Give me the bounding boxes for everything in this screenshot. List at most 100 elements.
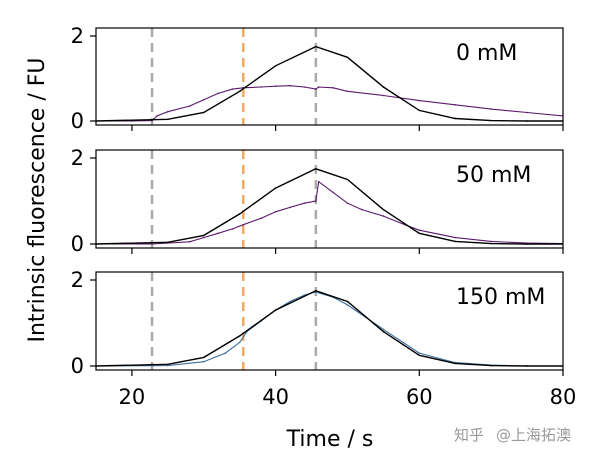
data-point [418, 352, 421, 354]
data-point [217, 92, 219, 95]
data-point [156, 115, 158, 117]
panel-frame [95, 27, 564, 126]
data-point [490, 108, 492, 110]
data-point [315, 88, 317, 90]
data-point [274, 64, 277, 67]
panel-0: 0 2 0 mM [71, 24, 564, 133]
data-point [167, 118, 169, 121]
data-point [526, 120, 528, 122]
data-point [454, 240, 457, 243]
data-point [317, 86, 320, 88]
y-tick-label: 2 [71, 146, 84, 170]
data-point [490, 364, 492, 367]
data-point [382, 330, 385, 333]
data-point [289, 84, 291, 87]
data-point [315, 289, 317, 292]
data-point [167, 241, 169, 244]
data-point [217, 232, 219, 235]
data-point [260, 217, 263, 219]
data-point [526, 111, 528, 114]
data-point [202, 236, 205, 239]
data-point [418, 109, 421, 112]
data-point [202, 360, 205, 363]
data-point [346, 56, 349, 59]
panel-label: 150 mM [456, 285, 545, 310]
data-point [202, 98, 205, 101]
panel-frame [95, 271, 564, 371]
data-point [202, 234, 205, 237]
panels: 0 2 0 mM 0 2 50 mM 0 2 150 mM [71, 24, 564, 378]
data-point [274, 210, 277, 213]
x-axis-title: Time / s [286, 427, 374, 452]
data-point [382, 94, 385, 97]
data-point [490, 240, 492, 243]
data-point [274, 85, 277, 87]
panel-frame [95, 149, 564, 249]
data-point [188, 105, 191, 107]
data-point [418, 99, 421, 102]
data-point [202, 111, 205, 114]
data-point [346, 90, 349, 93]
panel-2: 0 2 150 mM [71, 268, 564, 378]
data-point [289, 206, 291, 209]
data-point [238, 341, 241, 344]
data-point [303, 202, 306, 204]
data-point [382, 215, 385, 217]
y-tick-label: 0 [71, 232, 84, 256]
data-point [361, 208, 363, 211]
data-point [303, 86, 306, 88]
data-point [346, 300, 349, 303]
series-measured [96, 85, 563, 122]
data-point [231, 88, 234, 90]
data-point [151, 243, 153, 245]
data-point [315, 167, 317, 170]
data-point [332, 191, 334, 194]
data-point [490, 119, 492, 122]
x-tick-label: 20 [119, 385, 146, 409]
plot-area [96, 28, 563, 125]
data-point [231, 228, 234, 230]
y-tick-label: 2 [71, 24, 84, 48]
data-point [315, 200, 317, 202]
data-point [188, 241, 191, 243]
data-point [315, 45, 317, 48]
data-point [167, 364, 169, 367]
data-point [167, 110, 169, 113]
data-point [382, 86, 385, 88]
x-tick-label: 80 [550, 385, 577, 409]
x-axis: 20 40 60 80 [119, 385, 577, 409]
data-point [238, 213, 241, 215]
data-point [418, 229, 421, 232]
data-point [490, 242, 492, 245]
y-axis-title: Intrinsic fluorescence / FU [25, 57, 50, 342]
series-measured [96, 180, 563, 245]
data-point [454, 362, 457, 365]
data-point [346, 202, 349, 204]
data-point [274, 187, 277, 189]
data-point [454, 104, 457, 106]
y-tick-label: 2 [71, 268, 84, 292]
data-point [274, 309, 277, 311]
data-point [526, 243, 528, 245]
data-point [242, 223, 245, 226]
data-point [454, 236, 457, 239]
data-point [418, 232, 421, 235]
data-point [346, 178, 349, 181]
data-point [332, 87, 334, 89]
data-point [202, 356, 205, 359]
panel-label: 0 mM [456, 41, 517, 66]
data-point [238, 90, 241, 93]
y-tick-label: 0 [71, 354, 84, 378]
panel-1: 0 2 50 mM [71, 146, 564, 256]
data-point [346, 304, 349, 306]
data-point [167, 363, 169, 366]
y-tick-label: 0 [71, 109, 84, 133]
data-point [289, 300, 291, 303]
watermark-handle: @上海拓澳 [496, 426, 571, 444]
plot-area [96, 272, 563, 370]
data-point [224, 352, 227, 354]
data-point [317, 180, 320, 183]
watermark-site: 知乎 [454, 426, 484, 444]
panel-label: 50 mM [456, 163, 531, 188]
